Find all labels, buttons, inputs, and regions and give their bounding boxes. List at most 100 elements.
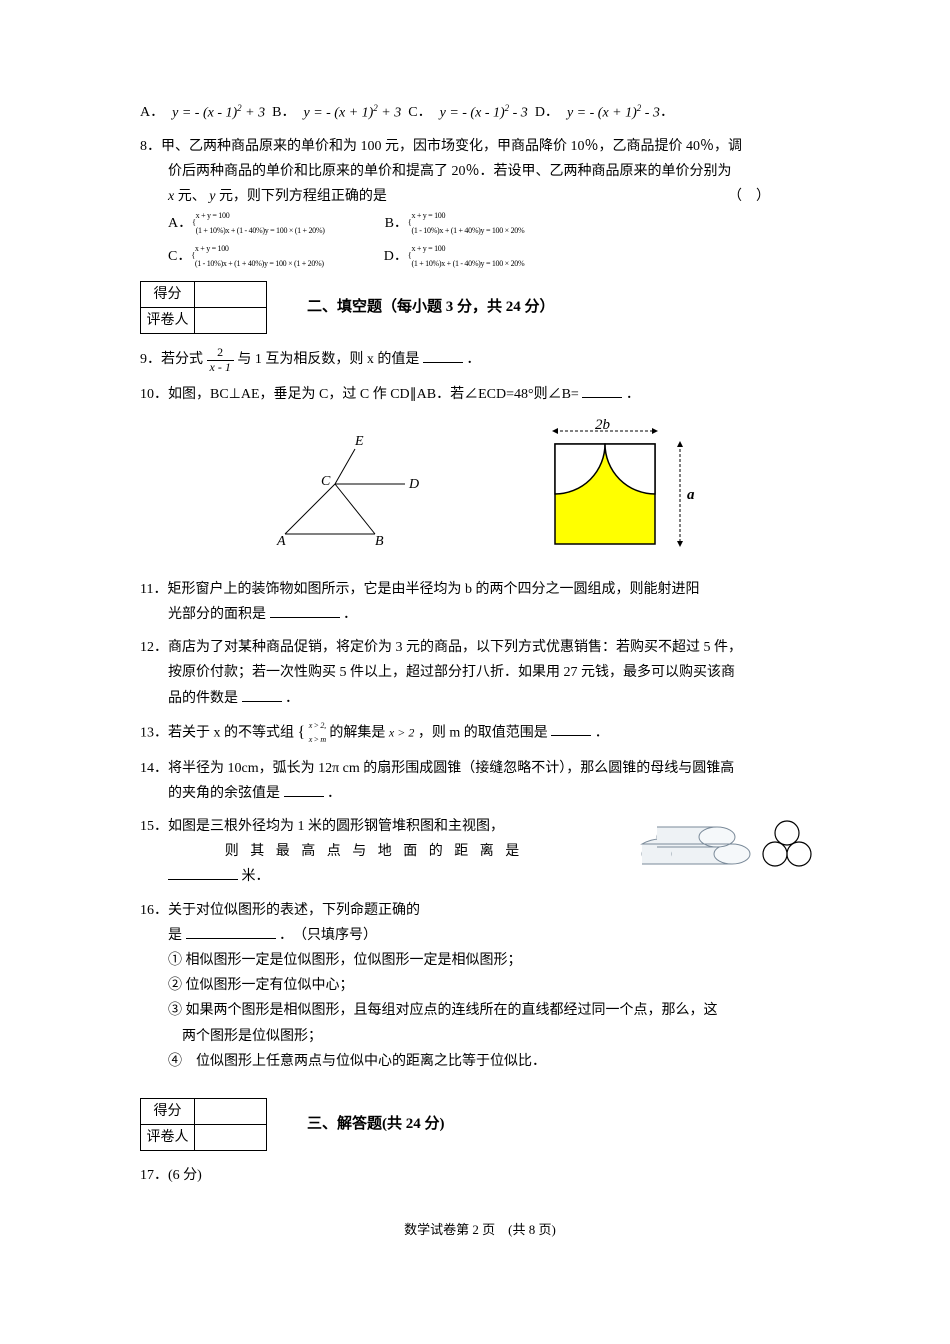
- figure-geometry: E C D A B: [255, 429, 425, 549]
- q8-line1: 8．甲、乙两种商品原来的单价和为 100 元，因市场变化，甲商品降价 10％，乙…: [140, 134, 820, 159]
- q8: 8．甲、乙两种商品原来的单价和为 100 元，因市场变化，甲商品降价 10％，乙…: [140, 134, 820, 271]
- q8-x: x: [168, 189, 174, 204]
- q8-eqA1: x + y = 100: [196, 209, 325, 223]
- q13-pre: 13．若关于 x 的不等式组: [140, 725, 298, 740]
- q11-tail: ．: [343, 607, 357, 622]
- score-table-2: 得分 评卷人: [140, 281, 267, 334]
- score-label-3: 得分: [141, 1098, 195, 1124]
- grader-cell-3: [195, 1125, 267, 1151]
- q17: 17．(6 分): [140, 1163, 820, 1188]
- q8-eqD2: (1 + 10%)x + (1 - 40%)y = 100 × 20%: [411, 257, 524, 271]
- opt-a-label: A．: [140, 100, 164, 125]
- q14-blank: [284, 783, 324, 797]
- q16-l1: 16．关于对位似图形的表述，下列命题正确的: [140, 898, 820, 923]
- q13-blank: [551, 722, 591, 736]
- q11-l1: 11．矩形窗户上的装饰物如图所示，它是由半径均为 b 的两个四分之一圆组成，则能…: [140, 577, 820, 602]
- page-footer: 数学试卷第 2 页 (共 8 页): [140, 1218, 820, 1241]
- q8-t1: 元、: [178, 189, 206, 204]
- label-B: B: [375, 534, 384, 549]
- opt-c-formula: y = - (x - 1)2 - 3: [440, 100, 528, 126]
- q12-l1: 12．商店为了对某种商品促销，将定价为 3 元的商品，以下列方式优惠销售：若购买…: [140, 635, 820, 660]
- label-2b: 2b: [595, 419, 611, 433]
- q14-l1: 14．将半径为 10cm，弧长为 12π cm 的扇形围成圆锥（接缝忽略不计），…: [140, 756, 820, 781]
- q9-pre: 9．若分式: [140, 352, 207, 367]
- q12: 12．商店为了对某种商品促销，将定价为 3 元的商品，以下列方式优惠销售：若购买…: [140, 635, 820, 711]
- q8-line2: 价后两种商品的单价和比原来的单价和提高了 20％．若设甲、乙两种商品原来的单价分…: [140, 159, 820, 184]
- q9-post: 与 1 互为相反数，则 x 的值是: [237, 352, 419, 367]
- q9-blank: [423, 349, 463, 363]
- q12-tail: ．: [285, 691, 299, 706]
- q16-o3b: 两个图形是位似图形；: [140, 1024, 820, 1049]
- grader-label-3: 评卷人: [141, 1125, 195, 1151]
- figure-window: 2b a: [525, 419, 705, 559]
- label-a: a: [687, 487, 695, 503]
- q15: 15．如图是三根外径均为 1 米的圆形钢管堆积图和主视图， 则 其 最 高 点 …: [140, 814, 820, 890]
- q16-blank: [186, 925, 276, 939]
- q8-eqD1: x + y = 100: [411, 242, 524, 256]
- q8-line3: x 元、 y 元，则下列方程组正确的是 （ ）: [140, 184, 820, 209]
- q15-l3: 米．: [242, 869, 270, 884]
- q13-sys2: x > m: [309, 733, 326, 747]
- score-cell-3: [195, 1098, 267, 1124]
- opt-b-formula: y = - (x + 1)2 + 3: [303, 100, 401, 126]
- q8-eqC2: (1 - 10%)x + (1 + 40%)y = 100 × (1 + 20%…: [195, 257, 324, 271]
- q16: 16．关于对位似图形的表述，下列命题正确的 是 ． （只填序号） ① 相似图形一…: [140, 898, 820, 1074]
- q9-fraction: 2 x - 1: [207, 346, 234, 373]
- opt-a-formula: y = - (x - 1)2 + 3: [172, 100, 265, 126]
- label-D: D: [408, 477, 419, 492]
- q8-eqB2: (1 - 10%)x + (1 + 40%)y = 100 × 20%: [411, 224, 524, 238]
- q13-post2: ，则 m 的取值范围是: [418, 725, 548, 740]
- section2-title: 二、填空题（每小题 3 分，共 24 分）: [307, 294, 555, 321]
- q8-eqC1: x + y = 100: [195, 242, 324, 256]
- grader-label: 评卷人: [141, 308, 195, 334]
- q14-l2: 的夹角的余弦值是: [168, 786, 280, 801]
- q12-blank: [242, 688, 282, 702]
- q8-paren: （ ）: [728, 184, 770, 209]
- q12-l3: 品的件数是: [168, 691, 242, 706]
- q8-t2: 元，则下列方程组正确的是: [219, 189, 387, 204]
- q7-dot: ．: [660, 100, 674, 125]
- score-table-3: 得分 评卷人: [140, 1098, 267, 1151]
- q14-tail: ．: [327, 786, 341, 801]
- q9: 9．若分式 2 x - 1 与 1 互为相反数，则 x 的值是 ．: [140, 346, 820, 373]
- pipes-figure: [620, 812, 820, 881]
- q8-C: C．: [168, 244, 191, 269]
- q11: 11．矩形窗户上的装饰物如图所示，它是由半径均为 b 的两个四分之一圆组成，则能…: [140, 577, 820, 627]
- opt-c-label: C．: [408, 100, 431, 125]
- q13-tail: ．: [595, 725, 609, 740]
- q10-tail: ．: [626, 387, 640, 402]
- score-label: 得分: [141, 281, 195, 307]
- q8-D: D．: [384, 244, 408, 269]
- q8-opts-row2: C． { x + y = 100 (1 - 10%)x + (1 + 40%)y…: [140, 242, 820, 271]
- q9-den: x - 1: [207, 361, 234, 374]
- q13-post: 的解集是: [329, 725, 389, 740]
- q11-l2: 光部分的面积是: [168, 607, 266, 622]
- q8-eqB1: x + y = 100: [411, 209, 524, 223]
- q8-eqA2: (1 + 10%)x + (1 - 40%)y = 100 × (1 + 20%…: [196, 224, 325, 238]
- section3-title: 三、解答题(共 24 分): [307, 1111, 445, 1138]
- grader-cell: [195, 308, 267, 334]
- section2-header: 得分 评卷人 二、填空题（每小题 3 分，共 24 分）: [140, 281, 820, 334]
- q11-blank: [270, 604, 340, 618]
- q16-l2: 是: [168, 928, 182, 943]
- section3-header: 得分 评卷人 三、解答题(共 24 分): [140, 1098, 820, 1151]
- q8-B: B．: [385, 211, 408, 236]
- label-E: E: [354, 434, 364, 449]
- q9-num: 2: [207, 346, 234, 360]
- label-C: C: [321, 474, 331, 489]
- q13-cond: x > 2: [389, 725, 414, 739]
- q16-o2: ② 位似图形一定有位似中心；: [140, 973, 820, 998]
- q13-sys1: x > 2,: [309, 719, 326, 733]
- q16-o1: ① 相似图形一定是位似图形，位似图形一定是相似图形；: [140, 948, 820, 973]
- opt-d-formula: y = - (x + 1)2 - 3: [567, 100, 660, 126]
- q10-text: 10．如图，BC⊥AE，垂足为 C，过 C 作 CD∥AB．若∠ECD=48°则…: [140, 387, 579, 402]
- q7-options: A． y = - (x - 1)2 + 3 B． y = - (x + 1)2 …: [140, 100, 820, 126]
- q14: 14．将半径为 10cm，弧长为 12π cm 的扇形围成圆锥（接缝忽略不计），…: [140, 756, 820, 806]
- opt-b-label: B．: [272, 100, 295, 125]
- opt-d-label: D．: [535, 100, 559, 125]
- q9-tail: ．: [466, 352, 480, 367]
- figures-row: E C D A B 2b a: [140, 419, 820, 559]
- q13: 13．若关于 x 的不等式组 { x > 2, x > m 的解集是 x > 2…: [140, 719, 820, 748]
- q10: 10．如图，BC⊥AE，垂足为 C，过 C 作 CD∥AB．若∠ECD=48°则…: [140, 382, 820, 407]
- q12-l2: 按原价付款；若一次性购买 5 件以上，超过部分打八折．如果用 27 元钱，最多可…: [140, 660, 820, 685]
